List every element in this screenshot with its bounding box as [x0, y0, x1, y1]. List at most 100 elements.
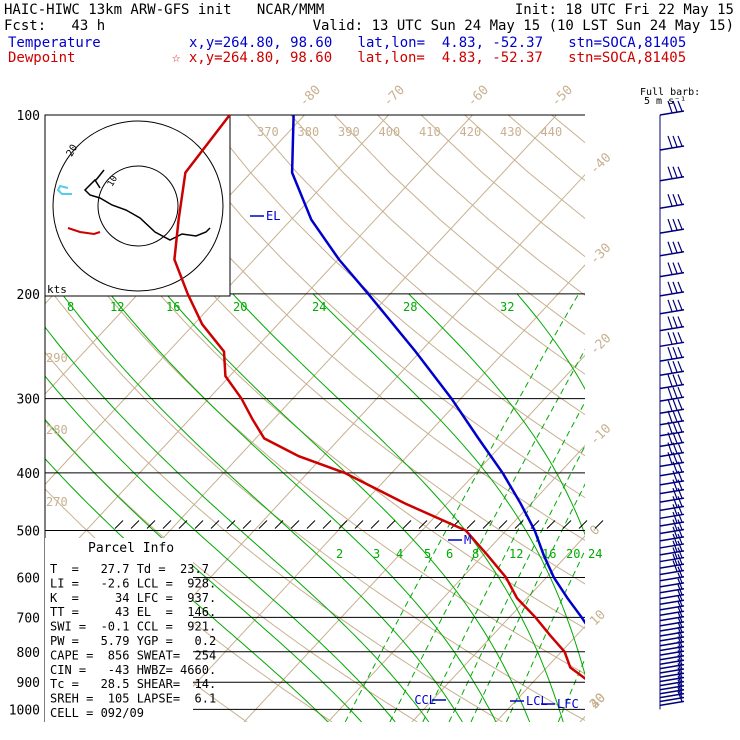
isotherm-label: 10 — [587, 607, 609, 629]
dry-adiabat — [45, 420, 418, 722]
wind-barb-flag — [677, 194, 683, 205]
wind-barb-flag — [677, 675, 683, 686]
theta-label-left: 290 — [46, 351, 68, 365]
hatch-mark — [418, 520, 428, 529]
wind-barb — [659, 110, 685, 116]
wind-barb — [659, 356, 685, 362]
level-label: LFC — [557, 697, 579, 711]
parcel-row: CELL = 092/09 — [50, 706, 144, 720]
wind-barb — [659, 521, 685, 527]
mixing-ratio-label-lower: 4 — [396, 547, 403, 561]
pressure-label: 200 — [17, 288, 40, 303]
pressure-label: 400 — [17, 467, 40, 482]
hodo-trace-mid — [83, 178, 211, 241]
wind-barb-flag — [672, 432, 678, 444]
dry-adiabat — [246, 115, 585, 416]
wind-barb-flag — [677, 566, 683, 577]
dry-adiabat — [203, 115, 585, 457]
wind-barb-flag — [677, 470, 683, 482]
isotherm-label: -80 — [297, 83, 324, 110]
hatch-mark — [354, 520, 364, 529]
wind-barb — [659, 480, 685, 486]
isotherm-line — [411, 535, 585, 722]
wind-barb-flag — [677, 616, 683, 628]
pressure-label: 1000 — [9, 703, 40, 718]
wind-barb-flag — [677, 421, 683, 433]
hatch-mark — [562, 520, 572, 529]
wind-barb-flag — [677, 442, 683, 453]
level-label: LCL — [526, 694, 548, 708]
isotherm-line — [495, 625, 585, 722]
isotherm-line — [159, 264, 585, 722]
wind-barb — [659, 431, 685, 437]
wind-barb-flag — [677, 547, 683, 558]
isotherm-line — [45, 115, 473, 576]
moist-adiabat — [45, 375, 396, 722]
dewpoint-legend: Dewpoint — [8, 50, 76, 66]
hatch-mark — [226, 520, 236, 529]
isotherm-line — [243, 354, 585, 722]
isotherm-label: 40 — [587, 691, 609, 713]
wind-barb-flag — [672, 386, 678, 399]
pressure-label: 700 — [17, 611, 40, 626]
wind-barb-flag — [672, 511, 678, 524]
wind-barb-flag — [667, 399, 673, 412]
wind-barb-flag — [667, 432, 673, 445]
theta-label: 370 — [257, 125, 279, 139]
wind-barb-flag — [672, 533, 678, 545]
wind-barb-flag — [672, 316, 678, 328]
wind-barb-flag — [677, 533, 683, 545]
hodo-ring-inner — [97, 165, 179, 247]
wind-barb-flag — [677, 496, 683, 507]
hatch-mark — [338, 520, 348, 529]
moist-adiabat — [624, 294, 698, 722]
level-label: EL — [266, 209, 280, 223]
wind-barb-flag — [667, 332, 673, 345]
wind-barb-flag — [672, 470, 678, 482]
moist-adiabat — [516, 293, 585, 391]
wind-barb-flag — [672, 399, 678, 411]
wind-barb-flag — [672, 479, 678, 491]
hodo-ring-label-inner: 10 — [106, 174, 120, 188]
moist-adiabat — [45, 326, 430, 722]
wind-barb-flag — [667, 316, 673, 329]
wind-barb — [659, 497, 685, 503]
moist-adiabat — [109, 293, 497, 722]
isotherm-label: -10 — [587, 421, 614, 448]
wind-barb-flag — [672, 100, 678, 113]
hatch-mark — [210, 520, 220, 529]
wind-barb — [659, 251, 685, 257]
wind-barb-flag — [677, 135, 683, 147]
theta-label-left: 280 — [46, 423, 68, 437]
wind-barb — [659, 145, 685, 151]
dry-adiabat — [377, 115, 585, 296]
wind-barb-flag — [677, 526, 683, 538]
mixing-ratio-label: 8 — [67, 300, 74, 314]
dry-adiabat — [45, 138, 585, 629]
hatch-mark — [482, 520, 492, 529]
wind-barbs — [659, 100, 685, 710]
mixing-ratio-label-lower: 3 — [373, 547, 380, 561]
wind-barb-flag — [667, 346, 673, 359]
wind-barb-flag — [677, 241, 683, 252]
moist-adiabat — [232, 293, 564, 722]
hodograph: 20 10 kts — [44, 114, 231, 297]
wind-barb-flag — [677, 679, 683, 690]
wind-barb-flag — [677, 667, 683, 678]
hodo-trace-high — [67, 227, 101, 236]
hatch-mark — [466, 520, 476, 529]
dry-adiabats — [45, 115, 585, 722]
wind-barb — [659, 684, 685, 691]
dry-adiabat — [45, 211, 585, 675]
wind-barb-flag — [677, 410, 683, 421]
wind-barb-flag — [677, 487, 683, 499]
parcel-row: SWI = -0.1 CCL = 921. — [50, 620, 216, 634]
wind-barb — [659, 370, 685, 376]
wind-barb-flag — [672, 374, 678, 386]
wind-barb-flag — [677, 316, 683, 327]
dry-adiabat — [72, 115, 585, 585]
wind-barb — [659, 291, 685, 297]
wind-barb — [659, 692, 685, 699]
mixing-ratio-line — [652, 294, 740, 722]
wind-barb-flag — [667, 262, 673, 275]
